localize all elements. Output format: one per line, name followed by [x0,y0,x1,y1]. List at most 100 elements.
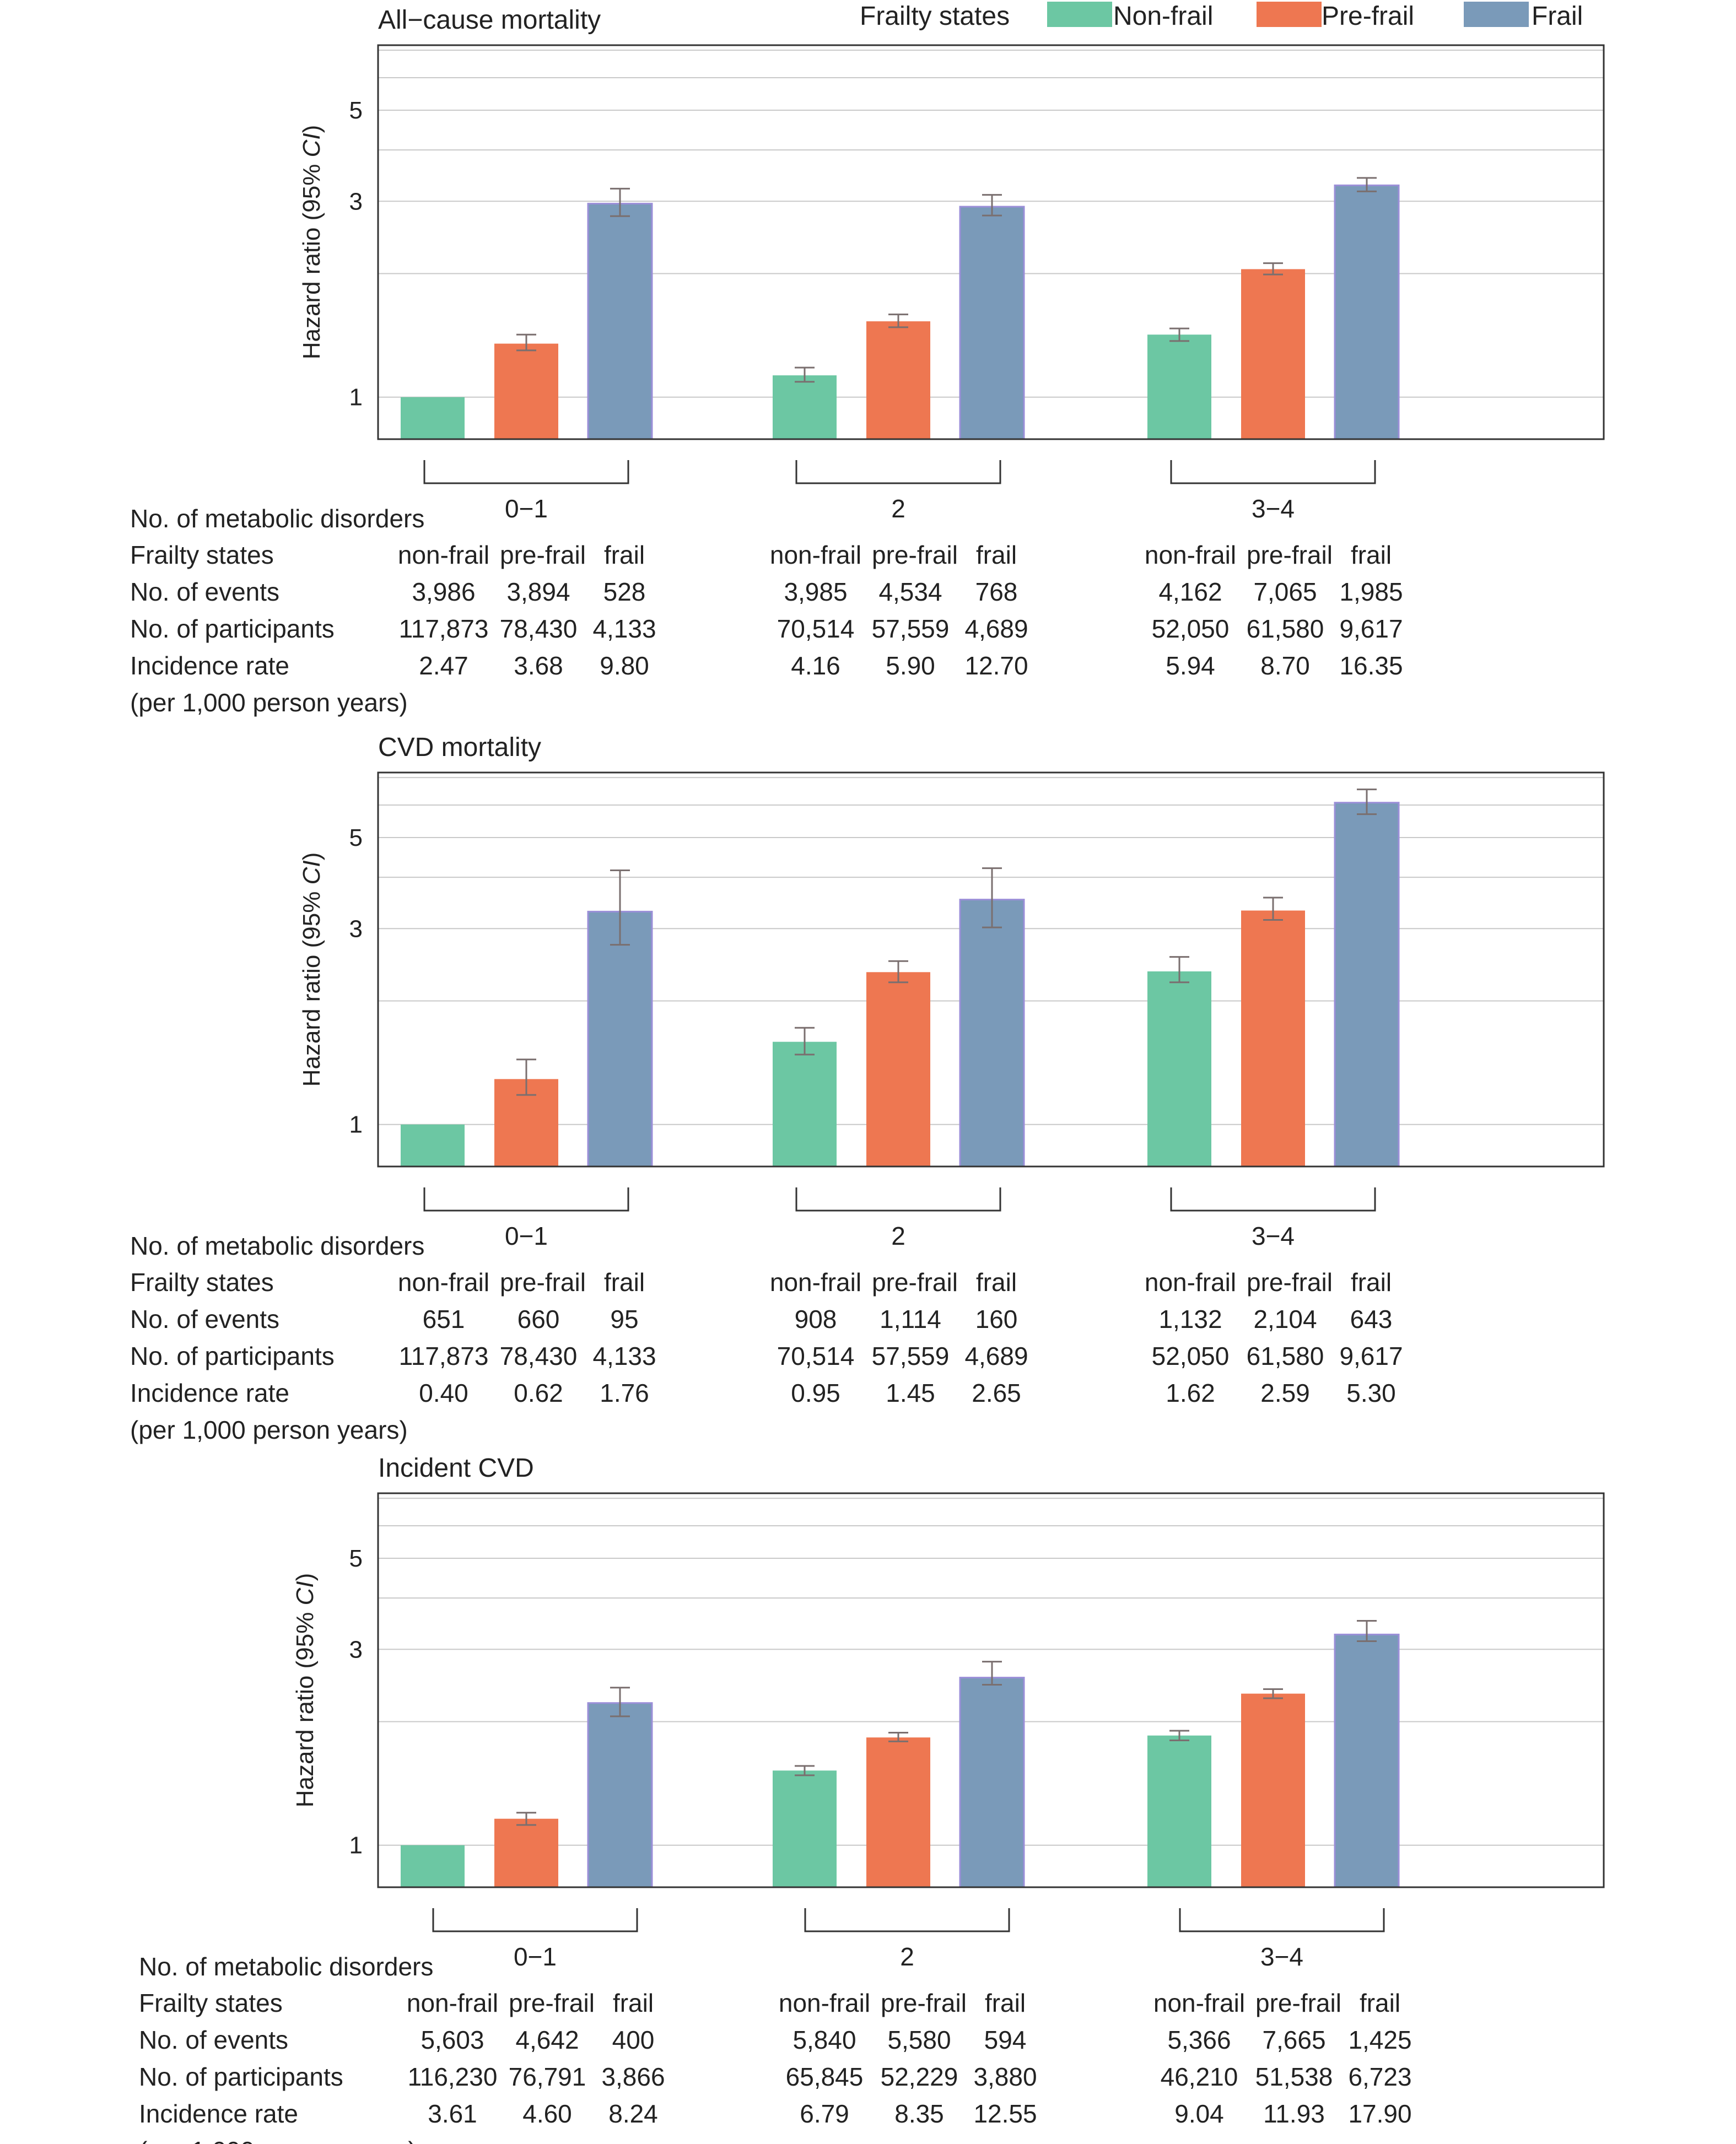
events-value: 4,162 [1158,577,1222,606]
participants-value: 3,866 [601,2062,665,2091]
frailty-state-label: non-frail [1153,1989,1245,2017]
incidence-value: 0.95 [791,1379,840,1407]
group-bracket [795,1187,1001,1212]
row-label-participants: No. of participants [130,1342,335,1370]
group-bracket [1170,460,1376,484]
participants-value: 6,723 [1348,2062,1411,2091]
participants-value: 4,133 [592,1342,656,1370]
bar-non-frail-group-2 [773,1041,837,1166]
incidence-value: 4.16 [791,651,840,680]
group-bracket [423,1187,629,1212]
events-value: 1,985 [1339,577,1403,606]
events-value: 3,985 [784,577,847,606]
bar-pre-frail-group-3 [1241,910,1305,1166]
frailty-state-label: frail [1351,541,1392,569]
events-value: 1,425 [1348,2026,1411,2054]
participants-value: 9,617 [1339,1342,1403,1370]
panel-title: Incident CVD [378,1454,534,1483]
incidence-value: 5.30 [1346,1379,1396,1407]
row-label-incidence: Incidence rate [130,1379,289,1407]
frailty-state-label: frail [1360,1989,1400,2017]
events-value: 7,065 [1253,577,1317,606]
group-label: 3−4 [1260,1942,1303,1971]
chart-panel-1: All−cause mortality 1 3 5 Hazard ratio (95% … [130,6,1605,717]
participants-value: 52,050 [1152,1342,1230,1370]
frailty-state-label: non-frail [398,541,489,569]
participants-value: 52,229 [881,2062,958,2091]
group-bracket [1170,1187,1376,1212]
events-value: 1,132 [1158,1305,1222,1333]
y-tick-label: 5 [349,97,363,124]
bar-pre-frail-group-3 [1241,269,1305,439]
incidence-value: 1.62 [1166,1379,1215,1407]
participants-value: 4,689 [964,614,1028,643]
chart-panel-3: Incident CVD 1 3 5 Hazard ratio (95% CI) No. … [139,1454,1605,2144]
participants-value: 78,430 [500,1342,578,1370]
participants-value: 70,514 [777,1342,855,1370]
participants-value: 57,559 [872,1342,950,1370]
frailty-state-label: pre-frail [872,1268,958,1297]
events-value: 5,603 [420,2026,484,2054]
participants-value: 3,880 [973,2062,1037,2091]
group-label: 2 [891,1222,905,1250]
frailty-state-label: pre-frail [1247,1268,1333,1297]
frailty-state-label: non-frail [1145,1268,1236,1297]
legend-label-frail: Frail [1532,2,1583,31]
legend-title: Frailty states [860,2,1010,31]
panel-title: All−cause mortality [378,6,601,35]
participants-value: 4,689 [964,1342,1028,1370]
group-bracket [795,460,1001,484]
events-value: 643 [1350,1305,1393,1333]
bar-pre-frail-group-1 [494,343,558,439]
bar-non-frail-group-1 [401,397,465,439]
bar-frail-group-2 [959,1677,1025,1888]
row-label-frailty: Frailty states [130,1268,274,1297]
legend-label-non-frail: Non-frail [1113,2,1213,31]
events-value: 4,534 [878,577,942,606]
row-label-metabolic: No. of metabolic disorders [130,1232,424,1260]
row-label-incidence: Incidence rate [130,651,289,680]
bar-pre-frail-group-1 [494,1818,558,1887]
bar-frail-group-2 [959,206,1025,440]
group-bracket [423,460,629,484]
group-label: 3−4 [1252,1222,1295,1250]
y-tick-label: 5 [349,824,363,851]
events-value: 2,104 [1253,1305,1317,1333]
frailty-state-label: non-frail [770,1268,861,1297]
group-label: 2 [891,494,905,523]
bar-frail-group-1 [587,203,653,440]
incidence-value: 9.04 [1174,2099,1224,2128]
incidence-value: 2.47 [419,651,468,680]
incidence-value: 12.55 [973,2099,1037,2128]
row-label-incidence-unit: (per 1,000 person years) [130,1416,408,1444]
participants-value: 78,430 [500,614,578,643]
frailty-state-label: frail [976,541,1017,569]
frailty-state-label: pre-frail [881,1989,967,2017]
bar-non-frail-group-3 [1147,334,1211,439]
group-bracket [1179,1908,1385,1932]
row-label-incidence: Incidence rate [139,2099,298,2128]
frailty-state-label: pre-frail [509,1989,595,2017]
bar-pre-frail-group-2 [866,1737,930,1887]
incidence-value: 8.24 [608,2099,658,2128]
y-tick-label: 3 [349,188,363,215]
bar-pre-frail-group-2 [866,972,930,1166]
group-bracket [804,1908,1010,1932]
bar-non-frail-group-1 [401,1845,465,1887]
participants-value: 117,873 [399,1342,489,1370]
participants-value: 61,580 [1247,1342,1324,1370]
incidence-value: 0.62 [514,1379,563,1407]
events-value: 660 [517,1305,560,1333]
bar-non-frail-group-3 [1147,1735,1211,1887]
incidence-value: 1.45 [886,1379,935,1407]
participants-value: 117,873 [399,614,489,643]
y-tick-label: 1 [349,1111,363,1138]
frailty-state-label: non-frail [398,1268,489,1297]
group-label: 2 [900,1942,914,1971]
frailty-state-label: pre-frail [500,541,586,569]
chart-panel-2: CVD mortality 1 3 5 Hazard ratio (95% CI) No.… [130,733,1605,1444]
legend-swatch-frail [1464,2,1529,27]
events-value: 768 [975,577,1018,606]
group-label: 3−4 [1252,494,1295,523]
events-value: 908 [795,1305,837,1333]
